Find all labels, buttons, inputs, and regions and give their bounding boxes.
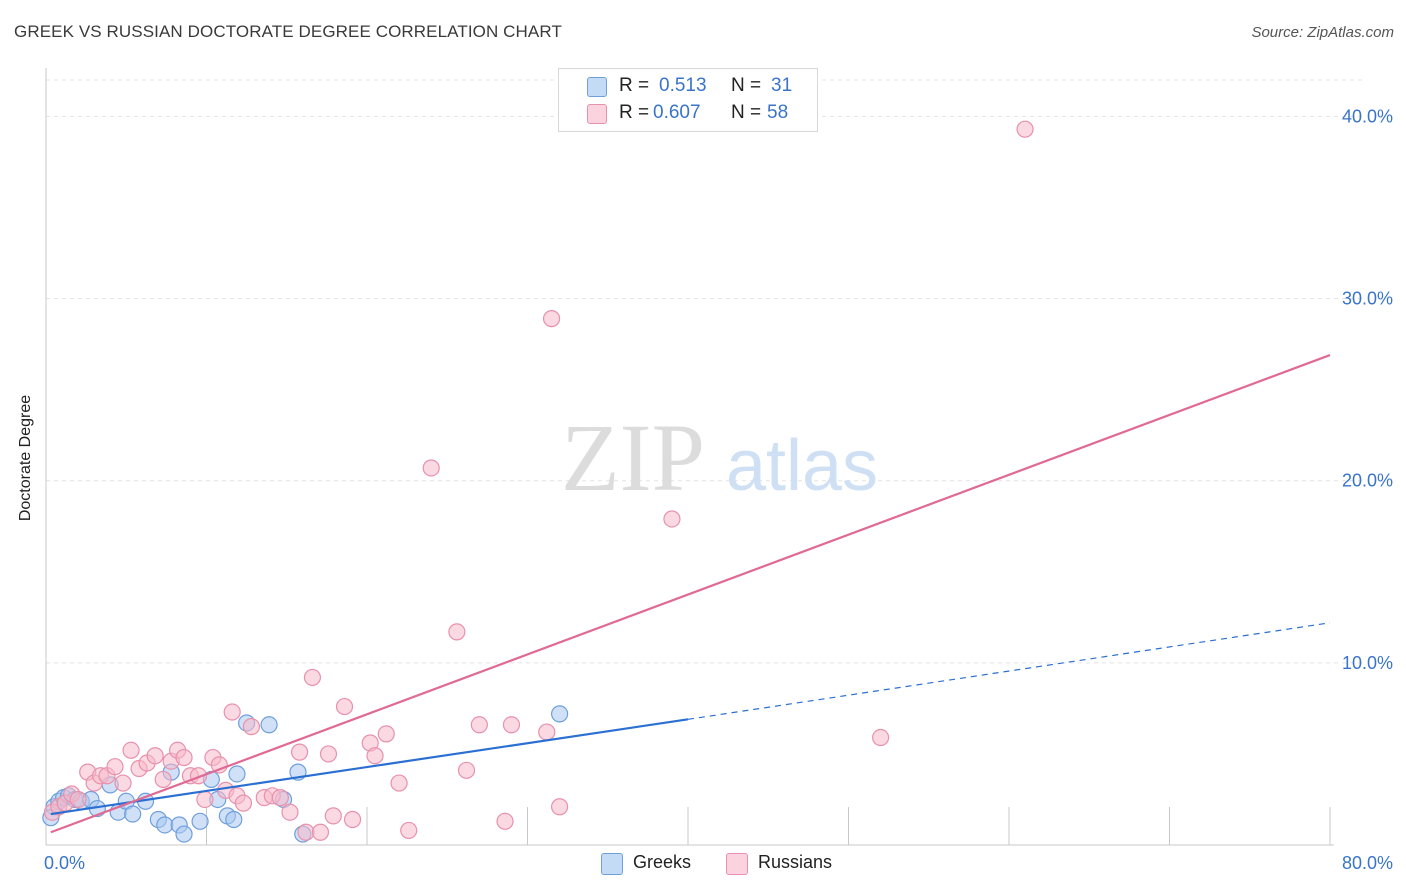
bottom-legend-swatch-russians — [726, 853, 748, 875]
russians-point — [234, 794, 253, 812]
watermark: ZIP atlas — [561, 404, 878, 511]
russians-point — [69, 790, 87, 809]
bottom-legend-label-russians: Russians — [758, 852, 833, 872]
russians-point — [390, 774, 408, 792]
greeks-point — [191, 812, 209, 830]
russians-point — [448, 623, 466, 641]
russians-point — [175, 748, 193, 767]
russians-point — [303, 668, 322, 687]
russians-point — [470, 716, 488, 734]
greeks-point — [124, 805, 142, 823]
tick-labels: 10.0% 20.0% 30.0% 40.0% 0.0% 80.0% — [44, 106, 1393, 873]
y-tick-label: 10.0% — [1342, 653, 1393, 673]
russians-point — [343, 810, 362, 829]
legend-n-label: N = — [731, 102, 762, 123]
russians-point — [281, 803, 299, 821]
russians-trend-line — [50, 354, 1331, 834]
russians-point — [154, 770, 172, 789]
y-tick-label: 20.0% — [1342, 471, 1393, 491]
russians-point — [311, 823, 330, 841]
russians-point — [502, 716, 521, 734]
greeks-point — [228, 765, 246, 783]
bottom-legend-label-greeks: Greeks — [633, 852, 692, 872]
legend-swatch-greeks — [587, 77, 607, 97]
legend-r-value: 0.607 — [653, 102, 701, 123]
chart-title: GREEK VS RUSSIAN DOCTORATE DEGREE CORREL… — [14, 22, 562, 41]
russians-point — [196, 790, 214, 809]
russians-point — [114, 774, 132, 792]
russians-point — [663, 510, 681, 528]
russians-point — [324, 807, 342, 825]
legend-r-label: R = — [619, 75, 650, 96]
legend-n-value: 58 — [767, 102, 789, 123]
bottom-legend-swatch-greeks — [601, 853, 623, 875]
russians-point — [297, 823, 315, 841]
russians-point — [400, 821, 418, 840]
russians-point — [122, 741, 140, 759]
legend-n-label: N = — [731, 75, 762, 96]
greeks-point — [550, 705, 569, 723]
russians-point — [496, 812, 514, 830]
russians-point — [550, 798, 569, 816]
russians-point — [223, 703, 241, 721]
russians-point — [366, 747, 384, 765]
data-points — [42, 120, 1034, 843]
legend-swatch-russians — [587, 104, 607, 124]
russians-point — [1016, 120, 1034, 138]
greeks-point — [225, 810, 243, 829]
source-label: Source: ZipAtlas.com — [1251, 24, 1394, 41]
x-tick-label: 80.0% — [1342, 853, 1393, 873]
russians-point — [377, 725, 395, 743]
y-tick-label: 30.0% — [1342, 289, 1393, 309]
russians-point — [457, 761, 476, 779]
russians-point — [146, 747, 164, 765]
greeks-trend-extension — [687, 622, 1331, 720]
y-tick-label: 40.0% — [1342, 106, 1393, 126]
greeks-trend-line — [50, 718, 689, 816]
russians-point — [106, 758, 124, 776]
watermark-atlas: atlas — [726, 426, 878, 506]
russians-point — [319, 745, 338, 763]
russians-point — [871, 728, 890, 747]
gridlines — [46, 79, 1366, 664]
legend-r-value: 0.513 — [659, 75, 707, 96]
x-tick-label: 0.0% — [44, 853, 85, 873]
russians-point — [271, 789, 289, 807]
russians-point — [290, 743, 309, 761]
trend-lines — [50, 354, 1331, 834]
axes — [45, 68, 1334, 846]
watermark-zip: ZIP — [561, 404, 705, 511]
russians-point — [542, 310, 561, 328]
legend-n-value: 31 — [771, 75, 793, 96]
russians-point — [335, 697, 354, 716]
greeks-point — [175, 825, 193, 843]
russians-point — [538, 723, 556, 741]
russians-point — [422, 459, 440, 477]
legend-r-label: R = — [619, 102, 650, 123]
legend: R = 0.513 N = 31 R = 0.607 N = 58 — [558, 68, 818, 132]
greeks-point — [156, 816, 174, 834]
greeks-point — [260, 716, 278, 734]
russians-point — [242, 718, 261, 736]
